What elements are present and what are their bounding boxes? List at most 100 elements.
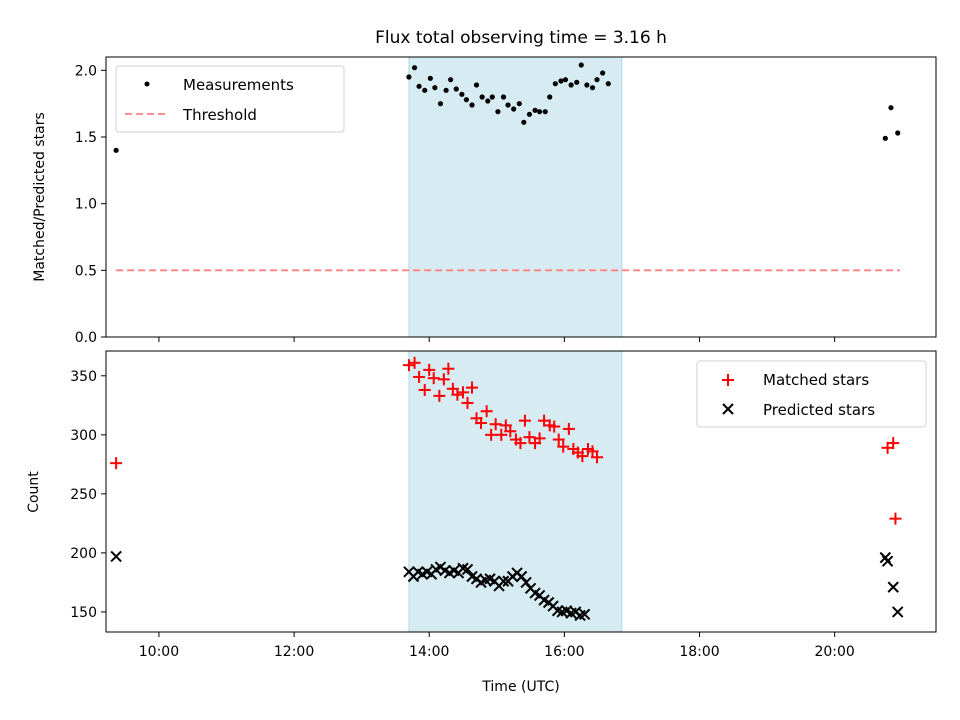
measurement-point	[594, 77, 600, 83]
ratio-y-tick-label: 1.5	[75, 130, 97, 146]
matched-stars-point	[591, 451, 604, 464]
measurement-point	[574, 79, 580, 85]
measurement-point	[521, 119, 527, 125]
count-observing-window-shade	[408, 350, 623, 633]
measurement-point	[600, 70, 606, 76]
measurement-point	[459, 91, 465, 97]
matched-stars-point	[495, 428, 508, 441]
predicted-stars-point	[110, 550, 122, 563]
count-axes-frame	[105, 350, 937, 633]
matched-stars-point	[889, 512, 902, 525]
legend-threshold-label: Threshold	[182, 106, 257, 124]
predicted-stars-point	[881, 555, 894, 567]
matched-stars-point	[402, 359, 415, 372]
matched-stars-point	[418, 383, 431, 396]
measurement-point	[511, 106, 517, 112]
ratio-y-tick-label: 0.5	[75, 263, 97, 279]
matched-stars-point	[504, 425, 517, 438]
matched-stars-point	[413, 370, 426, 383]
measurement-point	[113, 147, 119, 153]
measurement-point	[453, 86, 459, 92]
measurement-point	[536, 109, 543, 115]
measurement-point	[552, 81, 558, 87]
measurement-point	[505, 102, 511, 108]
count-legend-box	[696, 360, 927, 428]
matched-stars-point	[423, 363, 436, 376]
measurement-point	[558, 78, 564, 84]
measurement-point	[516, 101, 522, 107]
matched-stars-point	[466, 381, 479, 394]
count-y-tick-label: 350	[70, 369, 97, 385]
count-x-tick-label: 10:00	[139, 644, 179, 660]
count-x-tick-label: 18:00	[679, 644, 719, 660]
measurement-point	[500, 94, 507, 100]
ratio-y-axis-label: Matched/Predicted stars	[32, 112, 48, 282]
x-axis-label: Time (UTC)	[481, 679, 559, 695]
matched-stars-point	[480, 405, 493, 418]
measurement-point	[473, 82, 480, 88]
legend-measurements-marker	[144, 81, 150, 87]
matched-stars-point	[518, 414, 531, 427]
measurement-point	[411, 65, 418, 71]
ratio-axes-frame	[105, 56, 937, 338]
measurement-point	[578, 62, 584, 68]
matched-stars-point	[523, 431, 536, 444]
measurement-point	[443, 87, 449, 93]
measurement-point	[422, 87, 428, 93]
matched-stars-point	[457, 386, 470, 399]
measurement-point	[416, 83, 422, 89]
measurement-point	[432, 85, 438, 91]
measurement-point	[882, 135, 888, 141]
ratio-y-tick-label: 2.0	[75, 63, 97, 79]
ratio-y-tick-label: 0.0	[75, 330, 97, 346]
matched-stars-point	[437, 373, 450, 386]
measurement-point	[479, 94, 485, 100]
matched-stars-point	[562, 422, 575, 435]
matched-stars-point	[489, 418, 502, 431]
matched-stars-point	[461, 396, 474, 409]
measurement-point	[568, 82, 574, 88]
measurement-point	[495, 109, 501, 115]
matched-stars-point	[514, 437, 527, 450]
matched-stars-point	[533, 432, 546, 445]
chart-title: Flux total observing time = 3.16 h	[375, 28, 667, 48]
predicted-stars-point	[887, 581, 899, 593]
matched-stars-point	[433, 389, 446, 402]
matched-stars-point	[887, 437, 900, 450]
measurement-point	[532, 107, 538, 113]
matched-stars-point	[557, 440, 570, 453]
count-y-tick-label: 300	[70, 428, 97, 444]
measurement-point	[589, 85, 596, 91]
count-panel: 150 200 250 300 350 10:00 12:00 14:00 16:00 18:0…	[26, 350, 937, 695]
measurement-point	[448, 77, 454, 83]
predicted-stars-point	[892, 606, 904, 618]
measurement-point	[489, 94, 495, 100]
count-x-tick-label: 16:00	[544, 644, 584, 660]
matched-stars-point	[110, 457, 123, 470]
measurement-point	[888, 105, 894, 111]
count-legend: Matched stars Predicted stars	[696, 360, 927, 428]
legend-predicted-label: Predicted stars	[763, 401, 875, 419]
matched-stars-point	[475, 417, 488, 430]
predicted-stars-point	[461, 563, 474, 576]
measurement-point	[584, 82, 590, 88]
matched-stars-point	[427, 372, 440, 385]
matched-stars-point	[408, 356, 421, 369]
predicted-stars-point	[578, 608, 591, 620]
legend-matched-marker	[722, 374, 734, 386]
count-y-tick-label: 150	[70, 605, 97, 621]
measurement-point	[562, 77, 569, 83]
ratio-observing-window-shade	[408, 56, 623, 338]
count-y-axis-label: Count	[26, 471, 42, 513]
measurement-point	[485, 98, 491, 104]
measurement-point	[427, 75, 433, 81]
matched-stars-point	[552, 433, 565, 446]
measurement-point	[406, 74, 412, 80]
measurement-point	[895, 130, 901, 136]
matched-stars-point	[485, 428, 498, 441]
matched-stars-point	[442, 362, 455, 375]
count-x-tick-label: 20:00	[814, 644, 854, 660]
legend-matched-label: Matched stars	[763, 371, 869, 389]
ratio-y-tick-label: 1.0	[75, 197, 97, 213]
